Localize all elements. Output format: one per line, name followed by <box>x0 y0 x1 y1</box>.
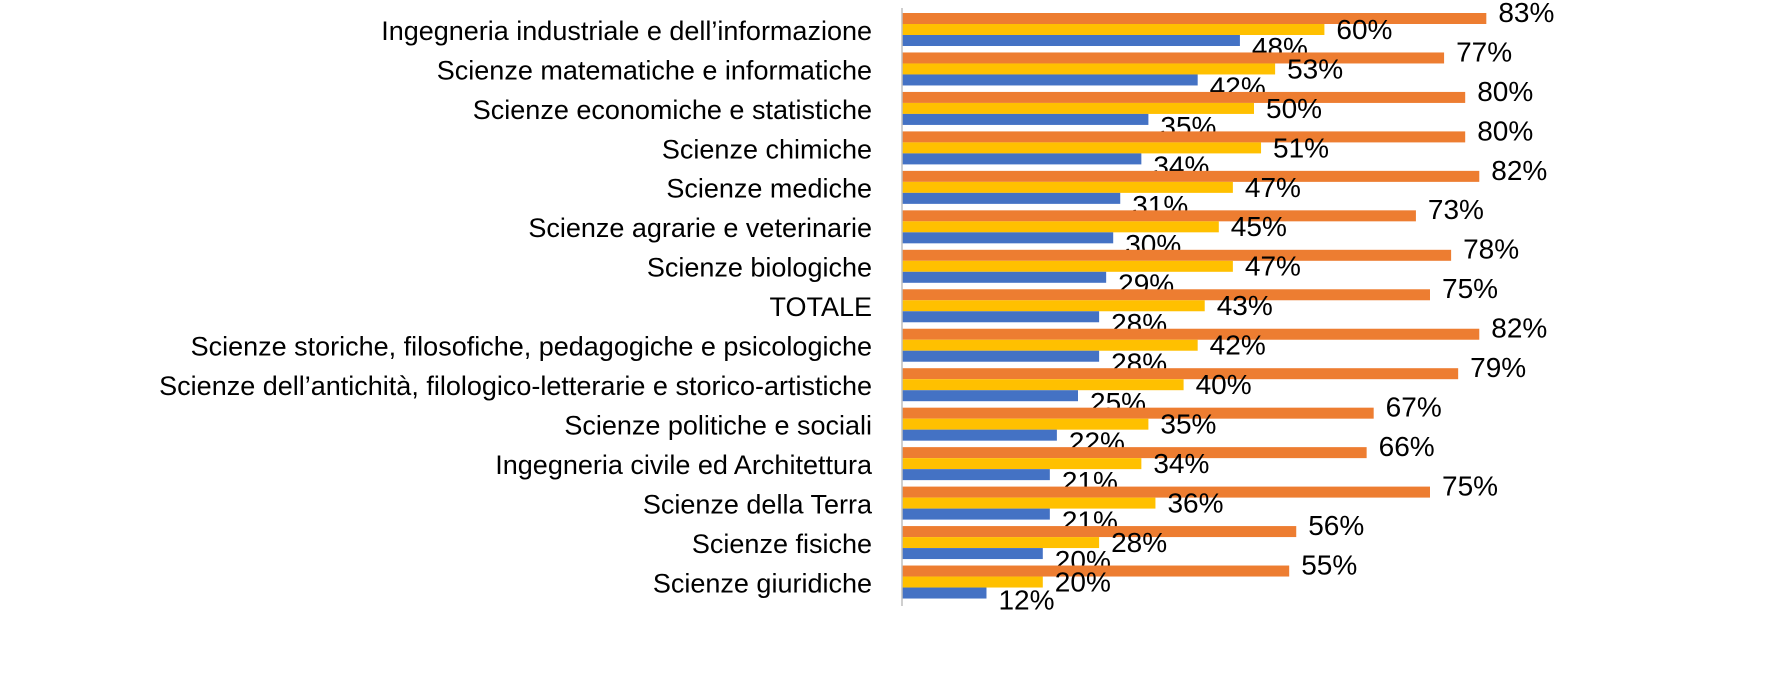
bar <box>902 587 987 599</box>
bar <box>902 565 1290 577</box>
bar <box>902 418 1149 430</box>
value-label: 77% <box>1456 36 1512 67</box>
bar <box>902 232 1114 244</box>
value-label: 80% <box>1477 76 1533 107</box>
bar <box>902 497 1156 509</box>
bar <box>902 113 1149 125</box>
bar <box>902 35 1240 46</box>
category-label: Ingegneria civile ed Architettura <box>495 450 873 480</box>
value-label: 47% <box>1245 172 1301 203</box>
value-label: 78% <box>1463 234 1519 265</box>
value-label: 80% <box>1477 115 1533 146</box>
category-label: Scienze biologiche <box>647 253 872 283</box>
value-label: 82% <box>1491 313 1547 344</box>
category-label: Scienze matematiche e informatiche <box>437 55 872 85</box>
bar <box>902 74 1198 86</box>
value-label: 51% <box>1273 132 1329 163</box>
bar <box>902 249 1452 261</box>
bar <box>902 576 1043 588</box>
bar <box>902 63 1276 75</box>
bar <box>902 537 1100 549</box>
bar <box>902 181 1233 193</box>
bar <box>902 221 1219 233</box>
category-label: TOTALE <box>769 292 872 322</box>
category-label: Scienze dell’antichità, filologico-lette… <box>159 371 872 401</box>
bar <box>902 368 1459 380</box>
bar <box>902 379 1184 391</box>
bar <box>902 131 1466 143</box>
bar <box>902 508 1050 520</box>
bar <box>902 153 1142 165</box>
value-label: 42% <box>1210 330 1266 361</box>
bar <box>902 210 1416 222</box>
value-label: 60% <box>1336 14 1392 45</box>
value-label: 40% <box>1196 369 1252 400</box>
category-label: Scienze della Terra <box>643 489 873 519</box>
bar <box>902 91 1466 103</box>
category-label: Ingegneria industriale e dell’informazio… <box>381 16 872 46</box>
bar <box>902 52 1445 64</box>
bar <box>902 458 1142 470</box>
bar <box>902 526 1297 538</box>
value-label: 79% <box>1470 352 1526 383</box>
value-label: 75% <box>1442 470 1498 501</box>
category-label: Scienze storiche, filosofiche, pedagogic… <box>191 332 872 362</box>
value-label: 12% <box>998 584 1054 615</box>
bar <box>902 260 1233 272</box>
bar <box>902 390 1078 402</box>
bar <box>902 24 1325 35</box>
value-label: 82% <box>1491 155 1547 186</box>
category-label: Scienze giuridiche <box>653 568 872 598</box>
bar <box>902 170 1480 182</box>
category-label: Scienze agrarie e veterinarie <box>528 213 872 243</box>
value-label: 83% <box>1498 0 1554 28</box>
bar <box>902 339 1198 351</box>
category-label: Scienze economiche e statistiche <box>473 95 872 125</box>
bar <box>902 407 1374 419</box>
value-label: 56% <box>1308 510 1364 541</box>
value-label: 55% <box>1301 549 1357 580</box>
category-label: Scienze chimiche <box>662 134 872 164</box>
bar <box>902 13 1487 24</box>
bar <box>902 142 1262 154</box>
value-label: 66% <box>1379 431 1435 462</box>
category-label: Scienze politiche e sociali <box>564 411 872 441</box>
bar <box>902 328 1480 340</box>
value-label: 34% <box>1153 448 1209 479</box>
value-label: 50% <box>1266 93 1322 124</box>
bar <box>902 350 1100 362</box>
value-label: 73% <box>1428 194 1484 225</box>
bar <box>902 447 1367 459</box>
bar <box>902 311 1100 323</box>
value-label: 75% <box>1442 273 1498 304</box>
value-label: 53% <box>1287 53 1343 84</box>
bar <box>902 486 1430 498</box>
value-label: 45% <box>1231 211 1287 242</box>
value-label: 43% <box>1217 290 1273 321</box>
bar <box>902 548 1043 560</box>
bar <box>902 289 1430 301</box>
value-label: 35% <box>1160 409 1216 440</box>
bar <box>902 429 1057 441</box>
category-label: Scienze mediche <box>666 174 872 204</box>
bar <box>902 102 1254 114</box>
bar <box>902 192 1121 204</box>
value-label: 36% <box>1167 487 1223 518</box>
category-label: Scienze fisiche <box>692 529 872 559</box>
value-label: 67% <box>1386 392 1442 423</box>
bar <box>902 469 1050 481</box>
value-label: 20% <box>1055 566 1111 597</box>
value-label: 28% <box>1111 527 1167 558</box>
bar <box>902 300 1205 312</box>
bar <box>902 271 1107 283</box>
value-label: 47% <box>1245 251 1301 282</box>
